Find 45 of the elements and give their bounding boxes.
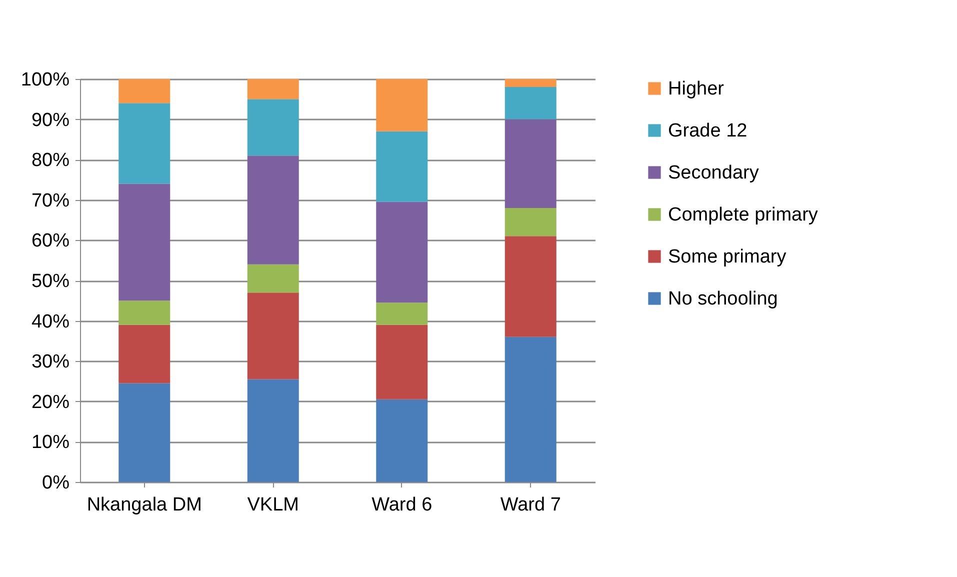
x-tick-label: Ward 6 [372, 494, 432, 516]
bar [376, 131, 428, 202]
bar [504, 336, 556, 482]
bar [247, 79, 299, 100]
x-tick-label: Nkangala DM [86, 494, 202, 516]
y-tick-label: 10% [31, 432, 70, 454]
y-tick-label: 0% [42, 472, 70, 494]
bar [118, 324, 170, 384]
bar [376, 302, 428, 325]
legend-label: Secondary [668, 162, 760, 184]
bar [247, 264, 299, 293]
bar [118, 300, 170, 325]
y-tick-label: 70% [31, 190, 70, 212]
x-tick-label: Ward 7 [500, 494, 561, 516]
x-tick-label: VKLM [247, 494, 299, 516]
bar [118, 184, 170, 301]
bar [247, 292, 299, 380]
legend-label: Higher [668, 78, 725, 100]
bar [118, 103, 170, 184]
legend-label: Grade 12 [668, 120, 748, 142]
bar [247, 156, 299, 264]
bar [504, 79, 556, 88]
bar [118, 383, 170, 482]
legend-label: Complete primary [668, 204, 818, 226]
bar [376, 79, 428, 132]
y-tick-label: 100% [20, 70, 70, 90]
legend-label: Some primary [668, 246, 787, 268]
bar [504, 236, 556, 337]
bar [376, 399, 428, 482]
legend-label: No schooling [668, 288, 778, 310]
y-tick-label: 90% [31, 110, 70, 131]
bar [376, 324, 428, 400]
y-tick-label: 40% [31, 311, 70, 332]
bar [376, 202, 428, 303]
y-tick-label: 60% [31, 230, 70, 252]
y-tick-label: 50% [31, 271, 70, 292]
bar [247, 99, 299, 156]
bar [118, 79, 170, 104]
y-tick-label: 30% [31, 352, 70, 373]
bar [504, 87, 556, 120]
y-tick-label: 20% [31, 392, 70, 413]
bar [504, 208, 556, 236]
y-tick-label: 80% [31, 150, 70, 172]
bar [247, 379, 299, 482]
bar [504, 119, 556, 208]
